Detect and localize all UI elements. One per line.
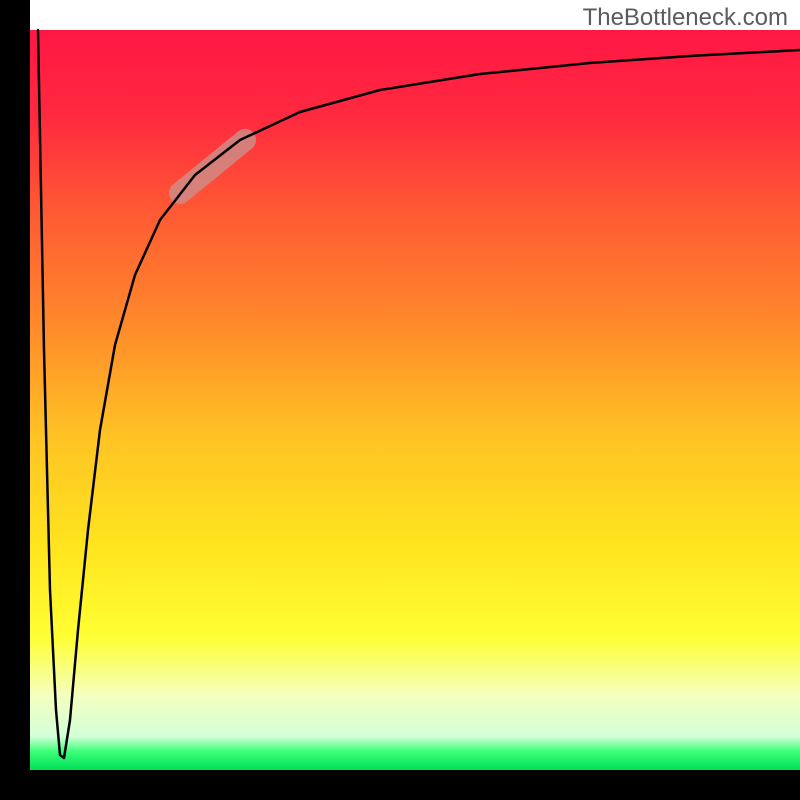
chart-container: TheBottleneck.com: [0, 0, 800, 800]
x-axis-bar: [0, 770, 800, 800]
plot-area: [30, 30, 800, 770]
watermark-label: TheBottleneck.com: [583, 4, 788, 32]
y-axis-bar: [0, 0, 30, 800]
curve-overlay: [30, 30, 800, 770]
curve-highlight-segment: [180, 140, 245, 193]
bottleneck-curve: [38, 30, 800, 758]
